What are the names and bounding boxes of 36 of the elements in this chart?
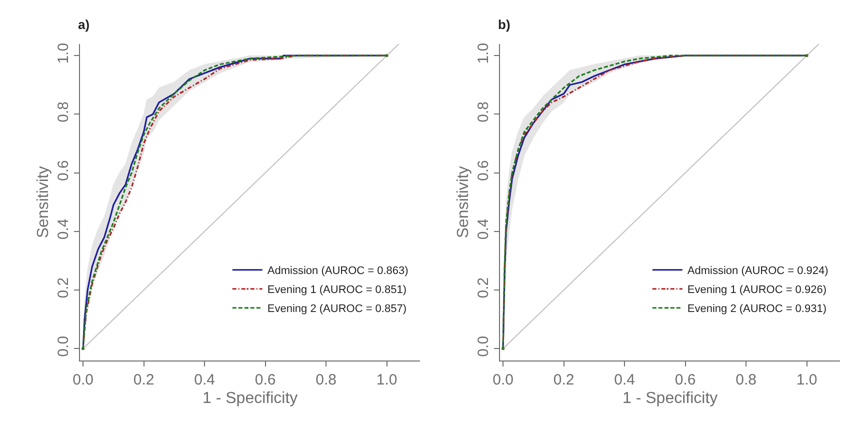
y-tick-label: 0.8 [475,102,492,122]
x-tick-label: 0.4 [194,371,215,388]
x-tick-label: 0.2 [133,371,154,388]
x-tick-label: 0.4 [614,371,635,388]
y-tick-label: 0.4 [475,218,492,240]
x-tick-label: 0.6 [254,371,276,388]
x-axis-title: 1 - Specificity [622,390,718,408]
y-tick-label: 0.2 [475,277,492,298]
x-tick-label: 0.6 [674,371,696,388]
y-tick-label: 0.6 [475,160,492,181]
y-axis-title: Sensitivity [34,166,52,238]
y-tick-label: 1.0 [475,42,492,64]
x-tick-label: 0.0 [72,371,94,388]
x-axis-title: 1 - Specificity [202,390,298,408]
chart-title: b) [498,17,510,32]
x-tick-label: 0.2 [553,371,574,388]
legend-label: Evening 2 (AUROC = 0.931) [687,303,827,316]
x-tick-label: 0.8 [316,371,336,388]
legend-label: Admission (AUROC = 0.924) [687,265,828,278]
y-tick-label: 0.0 [55,336,72,357]
y-axis-title: Sensitivity [454,166,472,238]
legend-label: Evening 2 (AUROC = 0.857) [267,303,407,316]
y-tick-label: 1.0 [55,42,72,64]
y-tick-label: 0.8 [55,102,72,122]
x-tick-label: 1.0 [796,371,818,388]
y-tick-label: 0.4 [55,218,72,240]
x-tick-label: 1.0 [376,371,398,388]
legend-label: Evening 1 (AUROC = 0.926) [687,284,827,296]
legend-label: Admission (AUROC = 0.863) [267,265,408,278]
x-tick-label: 0.8 [736,371,756,388]
y-tick-label: 0.6 [55,160,72,181]
x-tick-label: 0.0 [492,371,514,388]
chart-title: a) [78,17,90,32]
legend-label: Evening 1 (AUROC = 0.851) [267,284,407,296]
y-tick-label: 0.0 [475,336,492,357]
y-tick-label: 0.2 [55,277,72,298]
